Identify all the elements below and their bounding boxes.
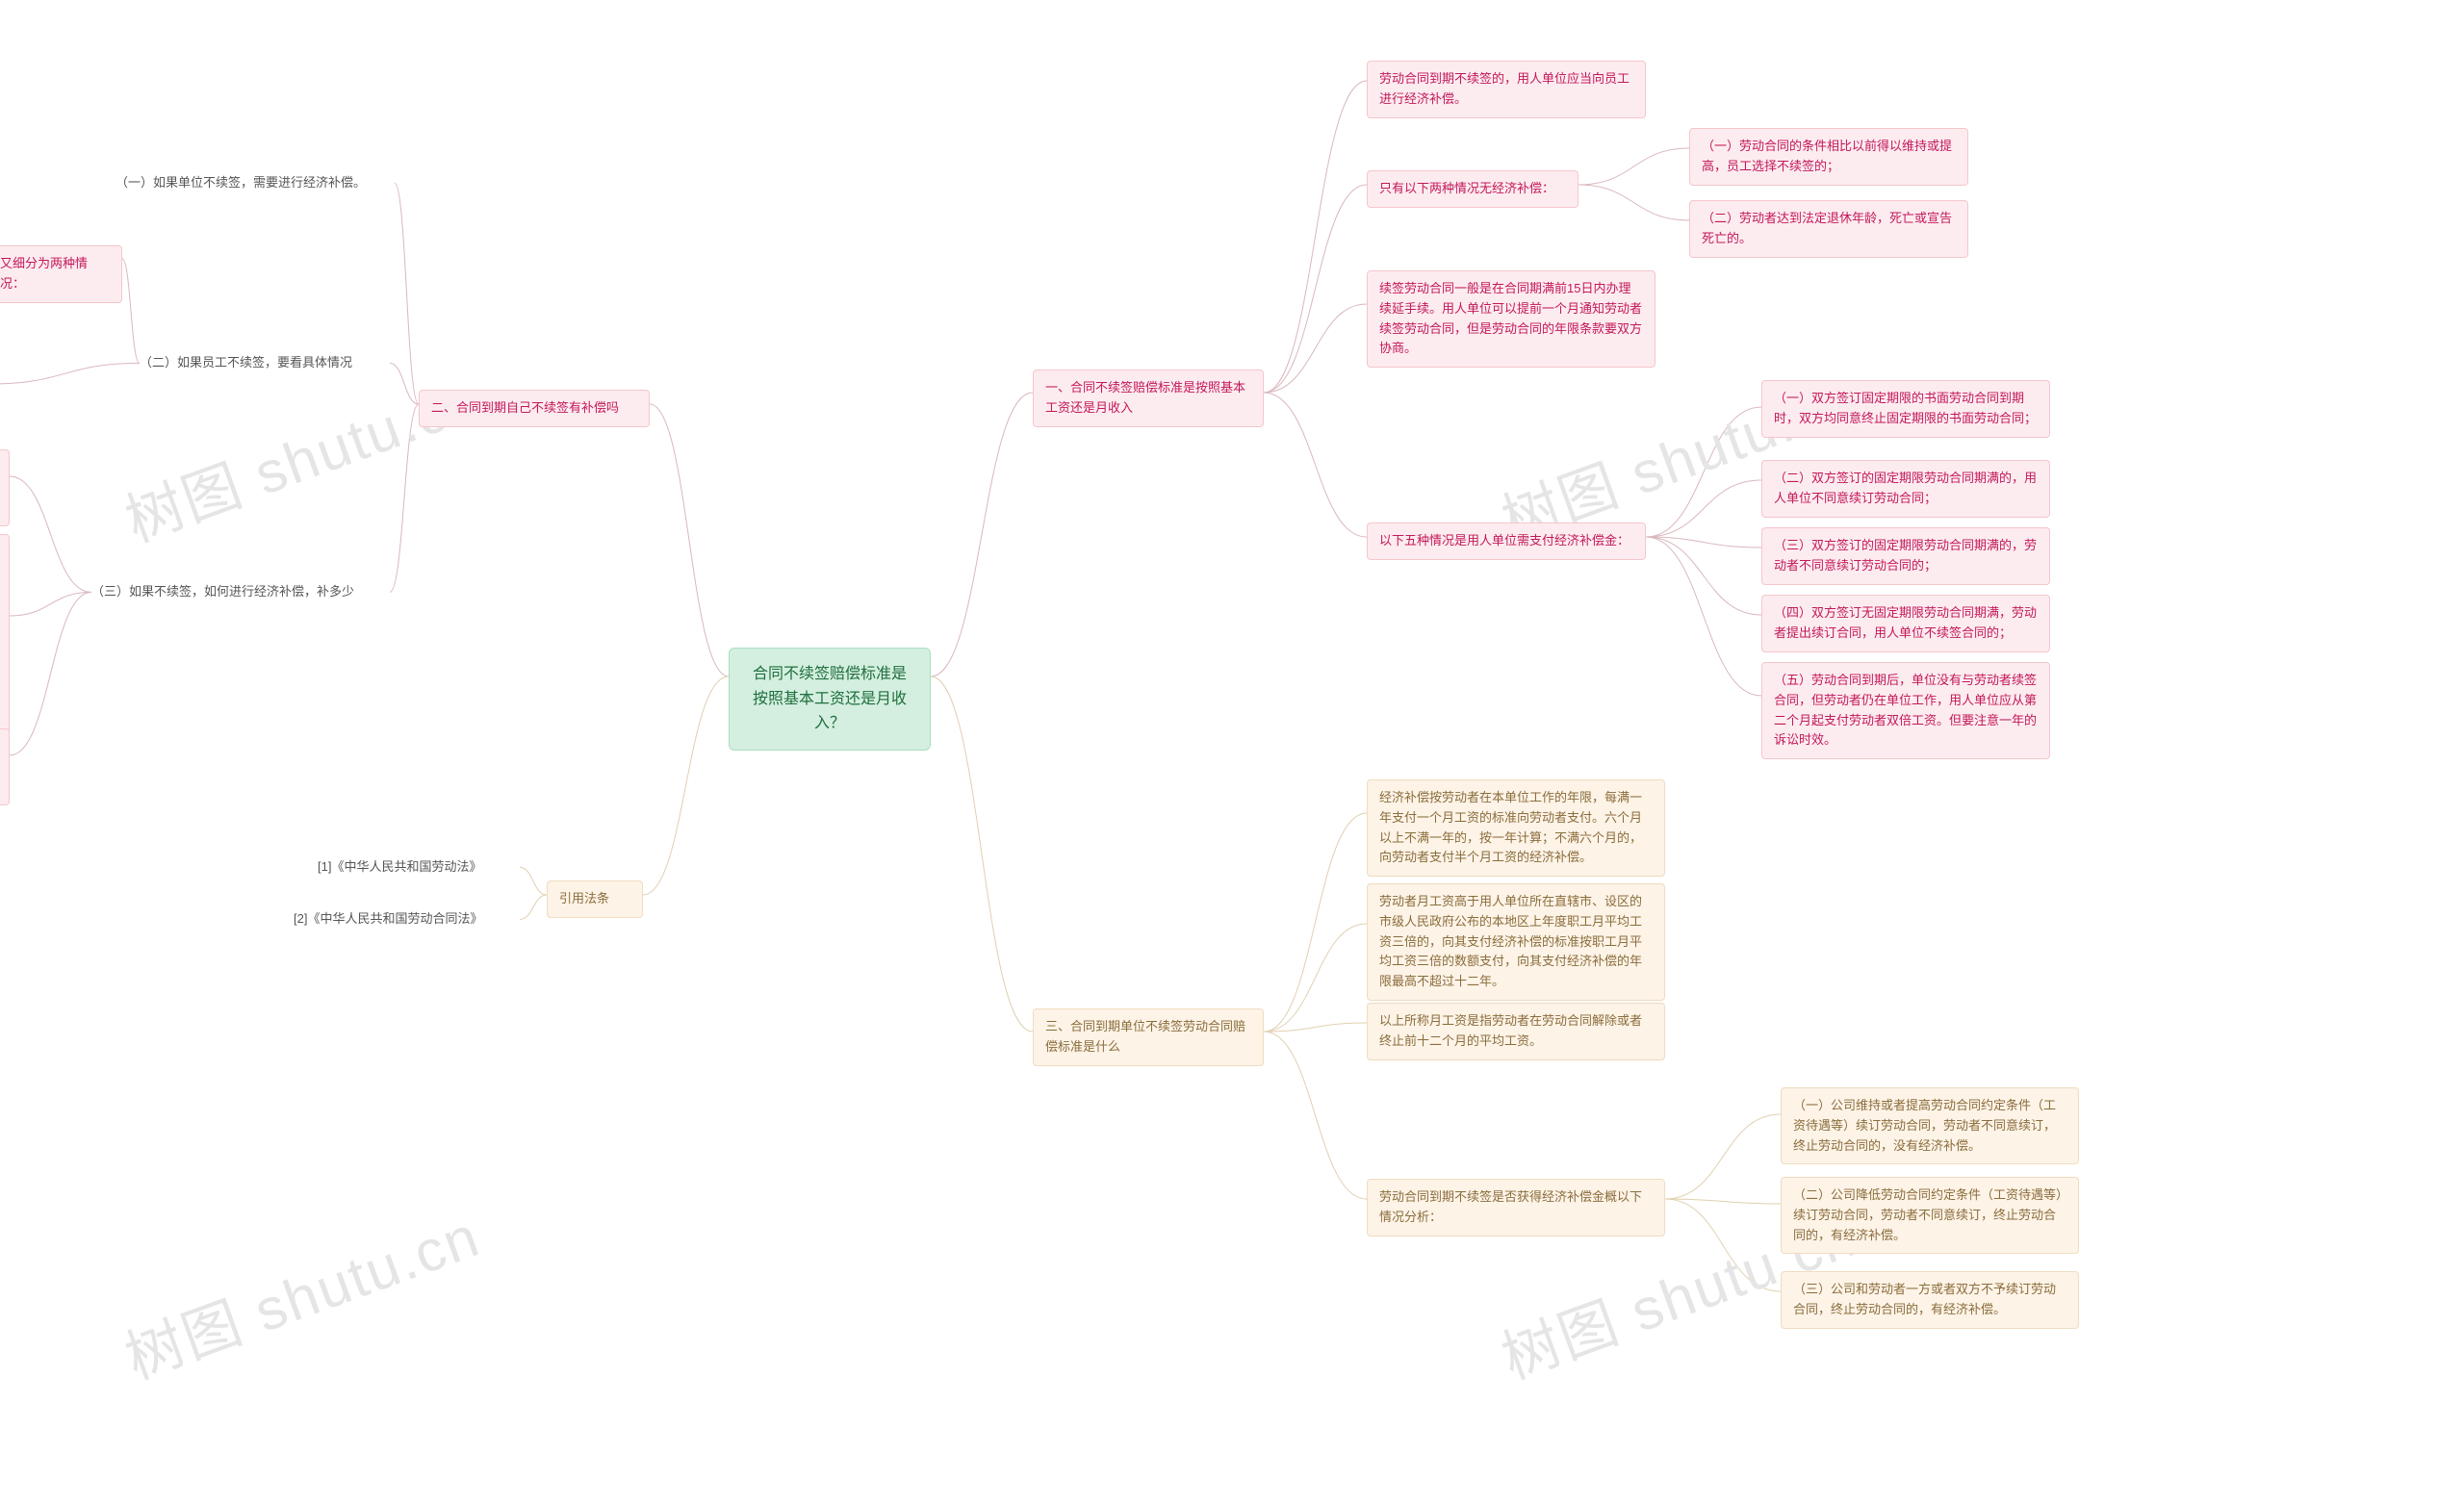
branch-b2: 二、合同到期自己不续签有补偿吗 xyxy=(419,390,650,427)
node-b1c2a: （一）劳动合同的条件相比以前得以维持或提高，员工选择不续签的； xyxy=(1689,128,1968,186)
node-b1c1: 劳动合同到期不续签的，用人单位应当向员工进行经济补偿。 xyxy=(1367,61,1646,118)
node-b3c4c: （三）公司和劳动者一方或者双方不予续订劳动合同，终止劳动合同的，有经济补偿。 xyxy=(1781,1271,2079,1329)
branch-b1: 一、合同不续签赔偿标准是按照基本工资还是月收入 xyxy=(1033,370,1264,427)
node-b2c3a: 实践操作中一直有两种观点，一种认为从员工进入单位开始满一年补一个月工资；第二种认… xyxy=(0,449,10,526)
node-b3c4: 劳动合同到期不续签是否获得经济补偿金概以下情况分析： xyxy=(1367,1179,1665,1236)
watermark: 树图 shutu.cn xyxy=(113,353,490,559)
node-b1c4b: （二）双方签订的固定期限劳动合同期满的，用人单位不同意续订劳动合同； xyxy=(1761,460,2050,518)
node-b1c4a: （一）双方签订固定期限的书面劳动合同到期时，双方均同意终止固定期限的书面劳动合同… xyxy=(1761,380,2050,438)
node-b3c1: 经济补偿按劳动者在本单位工作的年限，每满一年支付一个月工资的标准向劳动者支付。六… xyxy=(1367,779,1665,877)
node-b2c3c: 从2008年1月1日起满一年补一个月工资，根据劳动者合同期满前十二个月的平均工资… xyxy=(0,728,10,805)
branch-b3: 三、合同到期单位不续签劳动合同赔偿标准是什么 xyxy=(1033,1008,1264,1066)
node-b1c4d: （四）双方签订无固定期限劳动合同期满，劳动者提出续订合同，用人单位不续签合同的； xyxy=(1761,595,2050,652)
watermark: 树图 shutu.cn xyxy=(113,1190,490,1396)
node-b2c3: （三）如果不续签，如何进行经济补偿，补多少 xyxy=(91,582,390,602)
node-b4c2: [2]《中华人民共和国劳动合同法》 xyxy=(294,909,520,930)
node-b4c1: [1]《中华人民共和国劳动法》 xyxy=(318,857,520,878)
node-b2c3b: 笔者赞同第二种观点，理由如下，员工在单位工作的时间应该分为两个部分计算，2008… xyxy=(0,534,10,752)
node-b3c4a: （一）公司维持或者提高劳动合同约定条件（工资待遇等）续订劳动合同，劳动者不同意续… xyxy=(1781,1087,2079,1164)
node-b3c4b: （二）公司降低劳动合同约定条件（工资待遇等）续订劳动合同，劳动者不同意续订，终止… xyxy=(1781,1177,2079,1254)
connector-layer xyxy=(0,0,2464,1504)
node-b1c4e: （五）劳动合同到期后，单位没有与劳动者续签合同，但劳动者仍在单位工作，用人单位应… xyxy=(1761,662,2050,759)
node-b1c4c: （三）双方签订的固定期限劳动合同期满的，劳动者不同意续订劳动合同的； xyxy=(1761,527,2050,585)
node-b3c2: 劳动者月工资高于用人单位所在直辖市、设区的市级人民政府公布的本地区上年度职工月平… xyxy=(1367,883,1665,1001)
branch-b4: 引用法条 xyxy=(547,880,643,918)
center-topic: 合同不续签赔偿标准是按照基本工资还是月收入？ xyxy=(729,648,931,751)
node-b1c4: 以下五种情况是用人单位需支付经济补偿金： xyxy=(1367,523,1646,560)
node-b1c2b: （二）劳动者达到法定退休年龄，死亡或宣告死亡的。 xyxy=(1689,200,1968,258)
node-b2c2s: 又细分为两种情况： xyxy=(0,245,122,303)
node-b1c3: 续签劳动合同一般是在合同期满前15日内办理续延手续。用人单位可以提前一个月通知劳… xyxy=(1367,270,1656,368)
node-b2c1: （一）如果单位不续签，需要进行经济补偿。 xyxy=(116,173,395,193)
node-b3c3: 以上所称月工资是指劳动者在劳动合同解除或者终止前十二个月的平均工资。 xyxy=(1367,1003,1665,1060)
node-b1c2: 只有以下两种情况无经济补偿： xyxy=(1367,170,1578,208)
node-b2c2: （二）如果员工不续签，要看具体情况 xyxy=(140,353,390,373)
